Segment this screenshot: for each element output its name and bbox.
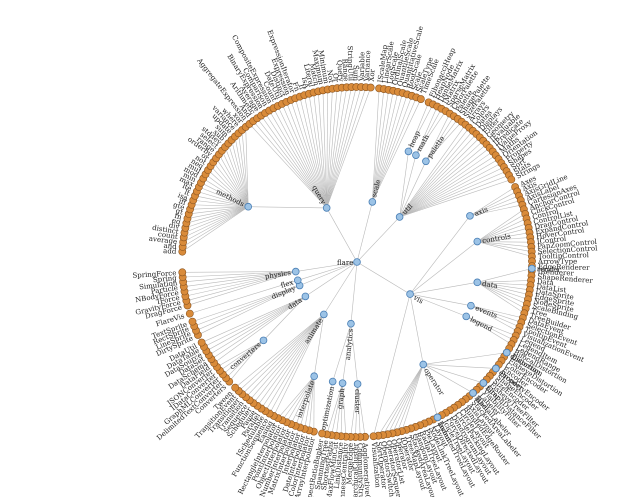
group-label-scale: scale <box>370 179 382 198</box>
link-vis-data <box>410 282 477 294</box>
leaf-dot-flare-vis[interactable] <box>186 310 193 317</box>
leaf-dot-xor[interactable] <box>367 84 374 91</box>
group-node-scale[interactable]: scale <box>369 179 382 206</box>
group-dot-flex[interactable] <box>294 277 301 284</box>
link-flare-vis <box>357 262 410 294</box>
leaf-dot-text-sprite[interactable] <box>189 318 196 325</box>
group-dot-optimization[interactable] <box>329 378 336 385</box>
group-dot-converters[interactable] <box>260 337 267 344</box>
group-node-flare[interactable]: flare <box>337 259 360 267</box>
group-dot-palette[interactable] <box>422 158 429 165</box>
group-label-animate: animate <box>303 317 325 346</box>
group-dot-query[interactable] <box>323 205 330 212</box>
group-dot-events[interactable] <box>468 302 475 309</box>
group-node-vis[interactable]: vis <box>407 291 425 306</box>
group-dot-axis[interactable] <box>467 212 474 219</box>
leaf-label-xor: Xor <box>368 68 377 82</box>
link-query-query <box>327 88 342 208</box>
link-vis-controls <box>410 242 477 295</box>
group-dot-animate[interactable] <box>320 311 327 318</box>
group-label-data: data <box>481 280 498 290</box>
group-dot-vis[interactable] <box>407 291 414 298</box>
group-node-optimization[interactable]: optimization <box>319 378 336 431</box>
group-label-converters: converters <box>228 341 263 372</box>
group-dot-data[interactable] <box>302 293 309 300</box>
link-query-string-util <box>327 87 352 208</box>
group-dot-distortion[interactable] <box>503 349 510 356</box>
group-dot-operator[interactable] <box>420 361 427 368</box>
leaf-dot-spring-force[interactable] <box>179 269 186 276</box>
group-dot-math[interactable] <box>413 152 420 159</box>
leaf-dot-strings[interactable] <box>508 176 515 183</box>
link-vis-visualization <box>373 294 410 436</box>
leaf-dot-time-scale[interactable] <box>417 95 424 102</box>
group-dot-cluster[interactable] <box>354 381 361 388</box>
group-dot-physics[interactable] <box>292 268 299 275</box>
group-dot-analytics[interactable] <box>348 320 355 327</box>
leaf-dot-tween[interactable] <box>232 384 239 391</box>
group-dot-layout[interactable] <box>434 414 441 421</box>
group-label-analytics: analytics <box>344 328 355 361</box>
group-node-data[interactable]: data <box>474 279 498 290</box>
group-node-animate[interactable]: animate <box>303 311 327 345</box>
group-label-render: render <box>537 265 562 274</box>
group-label-operator: operator <box>422 367 446 398</box>
link-flare-analytics <box>351 262 357 324</box>
link-flare-query <box>327 208 357 262</box>
link-flare-scale <box>357 202 372 262</box>
nodes-layer: addandaveragecountdistinctdiveqfngtgteif… <box>132 25 598 497</box>
group-dot-data[interactable] <box>474 279 481 286</box>
group-label-interpolate: interpolate <box>295 380 316 419</box>
group-label-graph: graph <box>336 387 346 409</box>
leaf-node-xor[interactable]: Xor <box>367 68 377 91</box>
leaf-dot-data-util[interactable] <box>198 339 205 346</box>
group-node-analytics[interactable]: analytics <box>344 320 355 360</box>
group-dot-util[interactable] <box>396 214 403 221</box>
group-dot-graph[interactable] <box>339 380 346 387</box>
link-util-shapes <box>400 167 504 217</box>
link-util-strings <box>400 179 512 216</box>
link-methods-and <box>183 207 249 247</box>
group-dot-heap[interactable] <box>405 148 412 155</box>
link-query-sum <box>327 87 357 208</box>
group-dot-methods[interactable] <box>245 203 252 210</box>
group-dot-flare[interactable] <box>354 259 361 266</box>
group-dot-filter[interactable] <box>480 380 487 387</box>
group-node-graph[interactable]: graph <box>336 380 346 410</box>
group-label-cluster: cluster <box>353 389 361 414</box>
group-node-cluster[interactable]: cluster <box>353 381 361 415</box>
group-label-flare: flare <box>337 259 353 267</box>
link-vis-operator <box>410 294 423 364</box>
link-flare-data <box>305 262 357 296</box>
link-query-methods <box>248 207 326 208</box>
group-dot-interpolate[interactable] <box>311 373 318 380</box>
group-label-legend: legend <box>469 315 495 333</box>
link-flare-animate <box>324 262 357 314</box>
group-dot-render[interactable] <box>528 265 535 272</box>
group-dot-scale[interactable] <box>369 199 376 206</box>
link-operator-ioperator <box>402 364 423 431</box>
group-dot-legend[interactable] <box>463 313 470 320</box>
group-node-axis[interactable]: axis <box>467 205 490 219</box>
link-flare-util <box>357 217 400 262</box>
group-node-data[interactable]: data <box>286 293 309 312</box>
leaf-node-spring-force[interactable]: SpringForce <box>132 269 186 280</box>
group-dot-encoder[interactable] <box>492 365 499 372</box>
group-dot-controls[interactable] <box>474 238 481 245</box>
link-query-variance <box>327 87 366 208</box>
group-node-physics[interactable]: physics <box>264 268 299 281</box>
link-vis-axis <box>410 216 470 294</box>
link-query-xor <box>327 88 371 208</box>
group-dot-label[interactable] <box>470 390 477 397</box>
leaf-dot-visualization[interactable] <box>370 433 377 440</box>
group-node-operator[interactable]: operator <box>420 361 446 397</box>
link-operator-distortion <box>423 353 506 365</box>
